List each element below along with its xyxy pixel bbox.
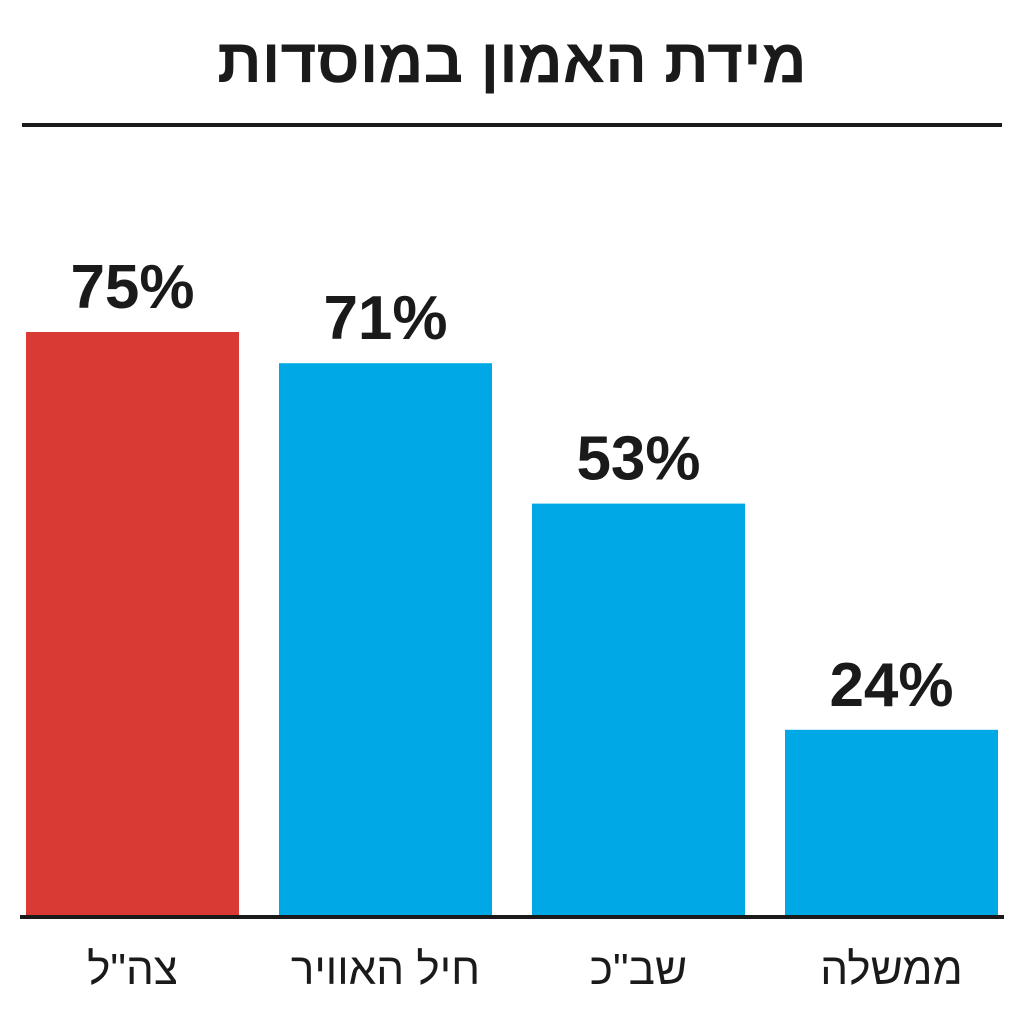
category-labels-group: צה"ל חיל האוויר שב"כ ממשלה bbox=[87, 945, 963, 994]
category-label-3: שב"כ bbox=[590, 945, 687, 994]
bar-2 bbox=[279, 363, 492, 917]
bar-1 bbox=[26, 332, 239, 917]
bar-4 bbox=[785, 729, 998, 917]
chart-title: מידת האמון במוסדות bbox=[217, 27, 807, 96]
value-label-2: 71% bbox=[323, 284, 447, 353]
value-label-1: 75% bbox=[70, 253, 194, 322]
category-label-2: חיל האוויר bbox=[291, 945, 480, 994]
title-divider bbox=[22, 123, 1002, 127]
value-label-4: 24% bbox=[829, 651, 953, 720]
bar-3 bbox=[532, 503, 745, 917]
category-label-1: צה"ל bbox=[87, 945, 178, 994]
value-labels-group: 75% 71% 53% 24% bbox=[70, 253, 953, 720]
category-label-4: ממשלה bbox=[820, 945, 962, 994]
bars-group bbox=[26, 332, 998, 917]
value-label-3: 53% bbox=[576, 425, 700, 494]
